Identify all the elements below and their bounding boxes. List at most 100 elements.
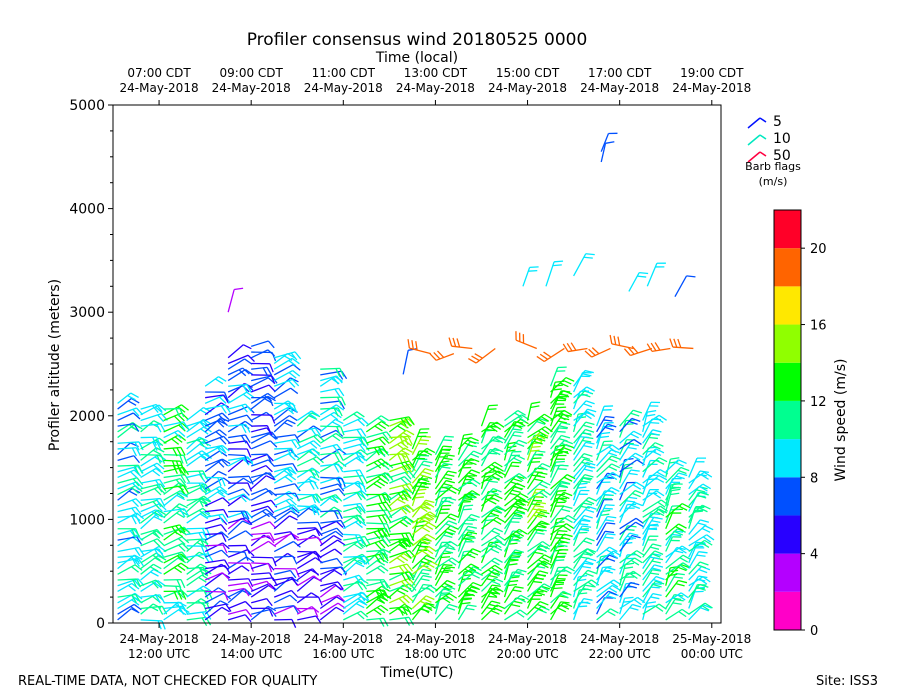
barb-profile-13-4 bbox=[412, 584, 438, 598]
barb-profile-23-7 bbox=[642, 564, 664, 581]
barb-profile-11-22 bbox=[366, 493, 391, 504]
barb-profile-2-16 bbox=[163, 524, 186, 535]
barb-profile-11-1 bbox=[365, 604, 389, 616]
barb-profile-21-17 bbox=[596, 504, 615, 524]
barb-profile-9-12 bbox=[319, 539, 346, 553]
barb-profile-18-3 bbox=[527, 585, 551, 604]
barb-profile-6-34 bbox=[251, 425, 272, 435]
barb-upper-0 bbox=[227, 287, 244, 313]
barb-profile-17-2 bbox=[504, 594, 530, 610]
barb-profile-22-23 bbox=[619, 469, 640, 490]
barb-profile-12-2 bbox=[389, 606, 412, 616]
barb-profile-13-25 bbox=[411, 460, 433, 478]
barb-profile-5-30 bbox=[228, 448, 252, 458]
barb-profile-8-32 bbox=[296, 425, 322, 439]
barb-profile-4-25 bbox=[205, 476, 226, 487]
barb-profile-2-20 bbox=[163, 492, 189, 507]
barb-profile-18-22 bbox=[527, 480, 551, 496]
barb-profile-23-31 bbox=[642, 429, 662, 444]
barb-profile-6-44 bbox=[251, 366, 273, 376]
barb-profile-0-31 bbox=[117, 441, 144, 451]
barb-profile-20-17 bbox=[573, 505, 597, 524]
barb-profile-7-17 bbox=[273, 510, 299, 524]
barb-profile-16-1 bbox=[480, 600, 501, 615]
barb-profile-19-30 bbox=[550, 434, 571, 450]
barb-profile-14-22 bbox=[434, 479, 455, 495]
barb-profile-23-34 bbox=[642, 414, 667, 427]
barb-profile-0-0 bbox=[117, 608, 140, 621]
barb-profile-7-18 bbox=[273, 506, 300, 518]
barb-profile-16-33 bbox=[481, 421, 505, 433]
quality-disclaimer: REAL-TIME DATA, NOT CHECKED FOR QUALITY bbox=[18, 674, 318, 689]
barb-profile-0-10 bbox=[117, 557, 144, 567]
barb-profile-1-17 bbox=[140, 509, 166, 524]
barb-profile-5-35 bbox=[227, 414, 254, 423]
barb-profile-20-18 bbox=[573, 502, 593, 518]
barb-profile-16-26 bbox=[481, 461, 503, 473]
barb-profile-3-24 bbox=[186, 482, 208, 492]
barb-profile-7-7 bbox=[274, 576, 298, 586]
colorbar-label: Wind speed (m/s) bbox=[833, 359, 849, 482]
barb-profile-24-21 bbox=[665, 483, 683, 501]
barb-profile-17-16 bbox=[503, 511, 526, 530]
barb-profile-5-19 bbox=[228, 510, 250, 520]
barb-profile-1-7 bbox=[140, 568, 162, 581]
barb-profile-5-41 bbox=[228, 383, 252, 394]
barb-profile-2-8 bbox=[163, 562, 189, 575]
barb-profile-18-13 bbox=[526, 528, 547, 547]
barb-profile-3-3 bbox=[186, 602, 211, 612]
barb-profile-11-20 bbox=[366, 501, 392, 512]
barb-profile-23-29 bbox=[642, 442, 664, 456]
barb-profile-22-33 bbox=[619, 417, 641, 433]
barb-profile-25-8 bbox=[688, 561, 709, 575]
x-tick-date-1: 24-May-2018 bbox=[212, 632, 291, 646]
barb-profile-19-15 bbox=[550, 523, 575, 535]
barb-profile-12-26 bbox=[389, 463, 417, 475]
barb-profile-6-23 bbox=[250, 475, 275, 490]
barb-profile-15-27 bbox=[457, 450, 483, 467]
barb-profile-12-30 bbox=[389, 439, 412, 451]
x-tick-time-3: 18:00 UTC bbox=[404, 647, 466, 661]
barb-profile-21-34 bbox=[596, 405, 614, 427]
barb-profile-19-12 bbox=[550, 533, 573, 552]
barb-profile-3-35 bbox=[186, 406, 212, 421]
barb-profile-18-15 bbox=[527, 520, 550, 535]
x-tick-date-2: 24-May-2018 bbox=[304, 632, 383, 646]
barb-profile-21-5 bbox=[596, 579, 622, 592]
barb-profile-4-12 bbox=[204, 542, 230, 553]
barb-profile-7-24 bbox=[273, 474, 297, 484]
barb-upper-2 bbox=[536, 347, 565, 363]
barb-profile-8-12 bbox=[297, 550, 321, 561]
barb-profile-5-4 bbox=[227, 588, 252, 598]
barb-profile-4-5 bbox=[205, 590, 229, 601]
barb-profile-9-17 bbox=[320, 519, 347, 529]
barb-upper-18 bbox=[448, 337, 473, 350]
barb-profile-23-14 bbox=[642, 524, 659, 541]
top-tick-date-3: 24-May-2018 bbox=[396, 81, 475, 95]
barb-profile-23-0 bbox=[642, 601, 656, 621]
legend-barb-50 bbox=[747, 151, 767, 163]
barb-profile-25-18 bbox=[688, 504, 711, 518]
barb-profile-8-24 bbox=[297, 480, 319, 490]
barb-profile-9-22 bbox=[320, 488, 346, 497]
barb-profile-19-7 bbox=[550, 566, 575, 581]
barb-profile-20-7 bbox=[573, 562, 594, 581]
barb-profile-5-31 bbox=[228, 440, 252, 450]
y-tick-label-5000: 5000 bbox=[69, 98, 105, 114]
barb-profile-17-0 bbox=[504, 609, 528, 621]
x-tick-time-4: 20:00 UTC bbox=[496, 647, 558, 661]
barb-profile-7-10 bbox=[273, 552, 296, 564]
barb-profile-2-32 bbox=[163, 429, 186, 439]
barb-profile-24-23 bbox=[665, 472, 688, 490]
barb-profile-16-6 bbox=[480, 571, 501, 587]
barb-profile-1-8 bbox=[140, 563, 162, 575]
barb-profile-1-37 bbox=[140, 403, 163, 414]
barb-profile-7-16 bbox=[273, 515, 298, 530]
barb-profile-19-40 bbox=[550, 376, 575, 393]
barb-profile-7-37 bbox=[273, 400, 296, 410]
barb-profile-4-37 bbox=[204, 404, 231, 414]
x-axis-label: Time(UTC) bbox=[380, 665, 454, 681]
barb-profile-23-2 bbox=[642, 592, 662, 609]
barb-profile-11-12 bbox=[366, 549, 389, 560]
